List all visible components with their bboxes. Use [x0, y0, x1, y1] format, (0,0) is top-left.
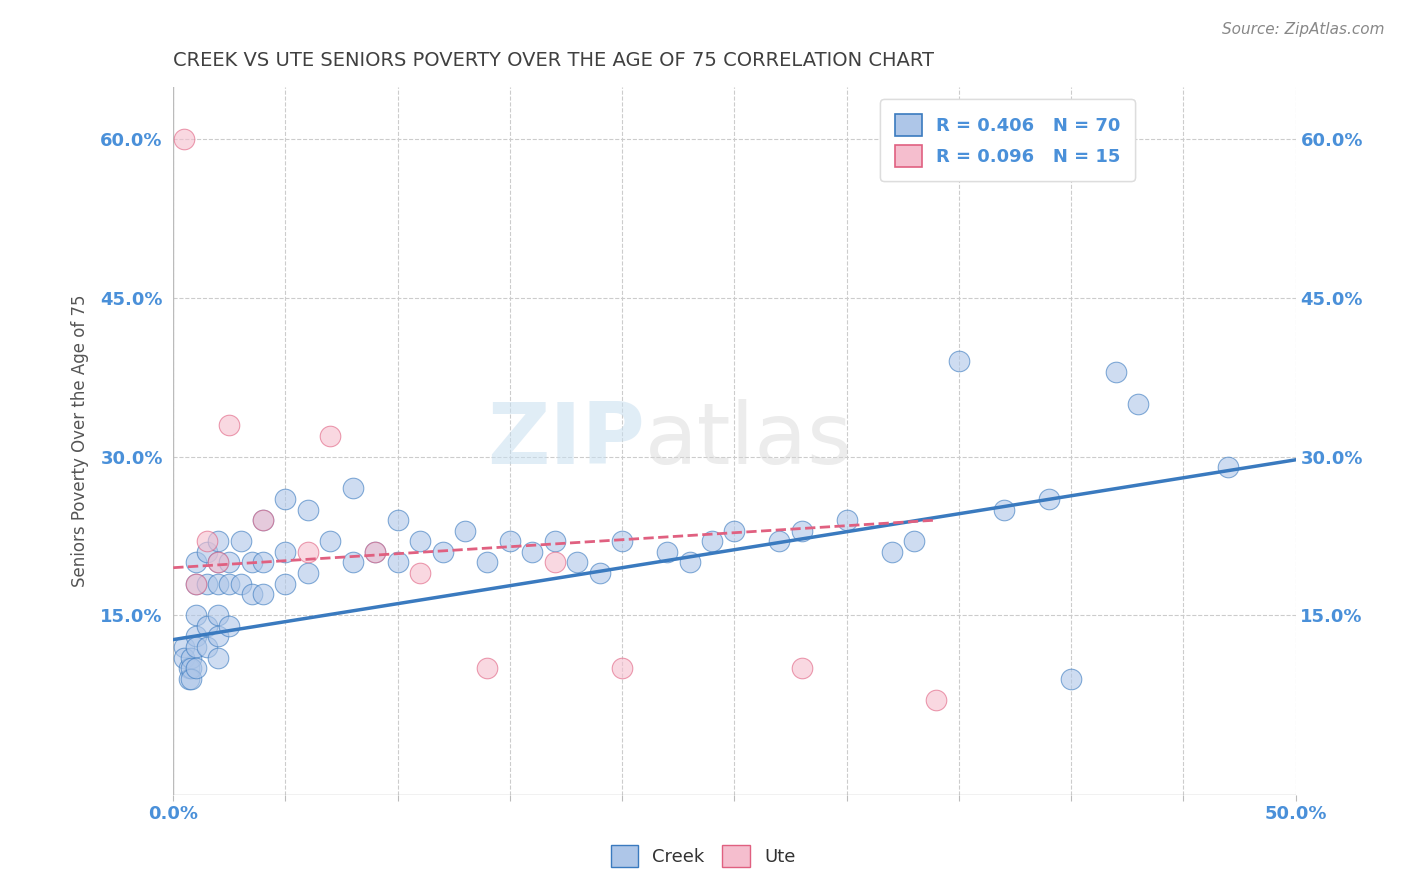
- Point: [173, 640, 195, 654]
- Point: [195, 619, 218, 633]
- Point: [700, 534, 723, 549]
- Point: [342, 482, 364, 496]
- Point: [207, 650, 229, 665]
- Point: [544, 534, 567, 549]
- Point: [207, 576, 229, 591]
- Point: [184, 608, 207, 623]
- Point: [522, 545, 544, 559]
- Point: [297, 545, 319, 559]
- Y-axis label: Seniors Poverty Over the Age of 75: Seniors Poverty Over the Age of 75: [72, 294, 89, 587]
- Point: [240, 587, 263, 601]
- Point: [195, 640, 218, 654]
- Point: [252, 587, 274, 601]
- Point: [207, 555, 229, 569]
- Point: [993, 502, 1015, 516]
- Point: [790, 524, 813, 538]
- Point: [184, 555, 207, 569]
- Point: [790, 661, 813, 675]
- Point: [948, 354, 970, 368]
- Point: [880, 545, 903, 559]
- Point: [903, 534, 925, 549]
- Point: [319, 534, 342, 549]
- Point: [1128, 397, 1150, 411]
- Point: [184, 640, 207, 654]
- Legend: Creek, Ute: Creek, Ute: [603, 838, 803, 874]
- Point: [342, 555, 364, 569]
- Point: [229, 534, 252, 549]
- Point: [274, 545, 297, 559]
- Point: [925, 693, 948, 707]
- Point: [252, 513, 274, 527]
- Point: [229, 576, 252, 591]
- Point: [195, 545, 218, 559]
- Point: [180, 672, 202, 686]
- Point: [1038, 491, 1060, 506]
- Point: [567, 555, 589, 569]
- Point: [207, 608, 229, 623]
- Point: [195, 576, 218, 591]
- Point: [297, 502, 319, 516]
- Point: [207, 555, 229, 569]
- Text: CREEK VS UTE SENIORS POVERTY OVER THE AGE OF 75 CORRELATION CHART: CREEK VS UTE SENIORS POVERTY OVER THE AG…: [173, 51, 934, 70]
- Point: [835, 513, 858, 527]
- Point: [195, 534, 218, 549]
- Point: [180, 650, 202, 665]
- Point: [274, 491, 297, 506]
- Point: [184, 661, 207, 675]
- Point: [432, 545, 454, 559]
- Point: [218, 555, 240, 569]
- Point: [364, 545, 387, 559]
- Point: [477, 661, 499, 675]
- Point: [723, 524, 745, 538]
- Point: [177, 661, 200, 675]
- Point: [252, 513, 274, 527]
- Text: ZIP: ZIP: [486, 400, 644, 483]
- Legend: R = 0.406   N = 70, R = 0.096   N = 15: R = 0.406 N = 70, R = 0.096 N = 15: [880, 99, 1135, 181]
- Point: [173, 650, 195, 665]
- Point: [177, 672, 200, 686]
- Point: [612, 534, 634, 549]
- Point: [252, 555, 274, 569]
- Point: [173, 132, 195, 146]
- Point: [364, 545, 387, 559]
- Point: [180, 661, 202, 675]
- Point: [218, 576, 240, 591]
- Point: [274, 576, 297, 591]
- Point: [184, 629, 207, 643]
- Point: [207, 534, 229, 549]
- Point: [612, 661, 634, 675]
- Point: [678, 555, 700, 569]
- Point: [655, 545, 678, 559]
- Point: [297, 566, 319, 580]
- Point: [1218, 460, 1240, 475]
- Point: [499, 534, 522, 549]
- Point: [184, 576, 207, 591]
- Point: [387, 555, 409, 569]
- Point: [184, 576, 207, 591]
- Point: [218, 417, 240, 432]
- Point: [207, 629, 229, 643]
- Point: [544, 555, 567, 569]
- Point: [319, 428, 342, 442]
- Text: atlas: atlas: [644, 400, 852, 483]
- Point: [387, 513, 409, 527]
- Point: [589, 566, 612, 580]
- Point: [477, 555, 499, 569]
- Point: [1105, 365, 1128, 379]
- Point: [240, 555, 263, 569]
- Point: [768, 534, 790, 549]
- Point: [409, 534, 432, 549]
- Point: [1060, 672, 1083, 686]
- Point: [409, 566, 432, 580]
- Point: [218, 619, 240, 633]
- Point: [454, 524, 477, 538]
- Text: Source: ZipAtlas.com: Source: ZipAtlas.com: [1222, 22, 1385, 37]
